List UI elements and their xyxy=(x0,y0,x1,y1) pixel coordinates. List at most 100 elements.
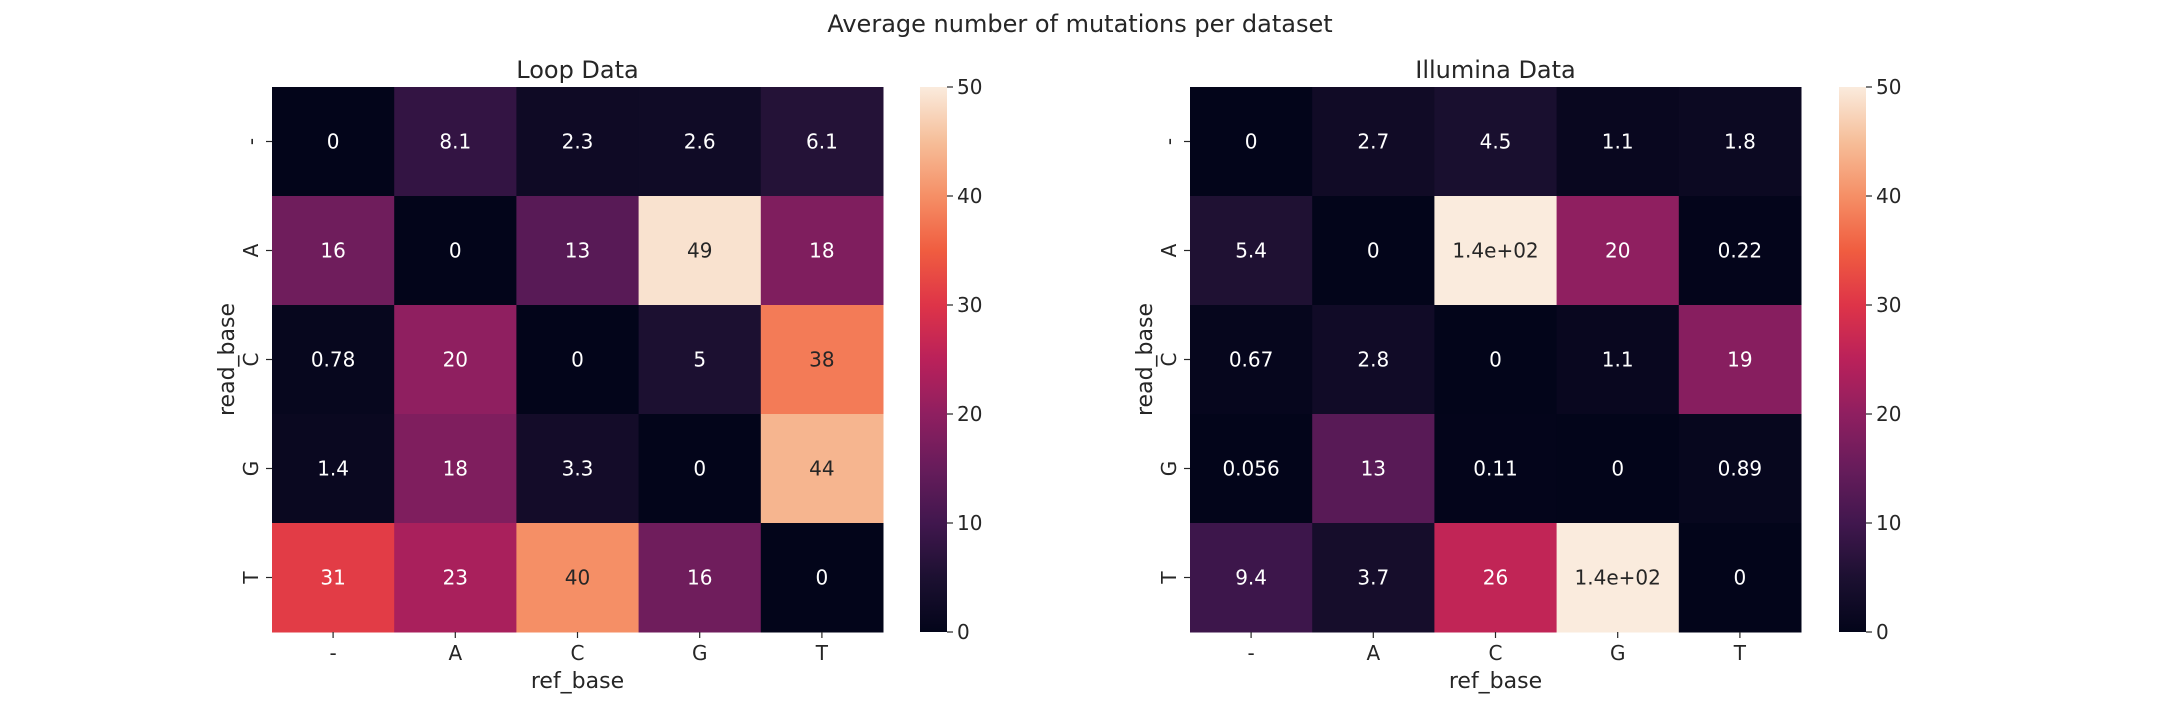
colorbar-tick-label: 30 xyxy=(1876,293,1901,317)
cell-annotation: 0.11 xyxy=(1473,457,1518,481)
heatmap-cell xyxy=(1678,305,1802,415)
heatmap-cell xyxy=(1190,414,1313,524)
cell-annotation: 0 xyxy=(816,566,829,590)
heatmap-cell xyxy=(1434,87,1558,197)
cell-annotation: 38 xyxy=(809,348,834,372)
x-tick-label: G xyxy=(692,641,708,665)
cell-annotation: 0 xyxy=(449,239,462,263)
cell-annotation: 1.4e+02 xyxy=(1575,566,1661,590)
cell-annotation: 6.1 xyxy=(806,130,838,154)
cell-annotation: 0.78 xyxy=(311,348,356,372)
y-axis-label: read_base xyxy=(215,303,240,416)
x-tick-label: T xyxy=(815,641,829,665)
heatmap-cell xyxy=(272,414,395,524)
heatmap-panel-loop: 0 8.1 2.3 2.6 6.1 16 0 13 49 18 0.78 20 0 5 38 1.4 18 3.3… xyxy=(215,56,982,694)
heatmap-cell xyxy=(638,305,762,415)
heatmap-cell xyxy=(1556,305,1680,415)
heatmap-cell xyxy=(760,87,884,197)
heatmap-cell xyxy=(1190,196,1313,306)
cell-annotation: 16 xyxy=(687,566,712,590)
cell-annotation: 3.7 xyxy=(1357,566,1389,590)
heatmap-cell xyxy=(272,305,395,415)
cell-annotation: 5 xyxy=(693,348,706,372)
colorbar-tick-label: 30 xyxy=(957,293,982,317)
colorbar xyxy=(920,87,947,632)
y-axis-label: read_base xyxy=(1133,303,1158,416)
x-tick-label: G xyxy=(1610,641,1626,665)
cell-annotation: 0.056 xyxy=(1222,457,1279,481)
y-tick-label: - xyxy=(239,138,263,145)
heatmap-cell xyxy=(1190,305,1313,415)
cell-annotation: 9.4 xyxy=(1235,566,1267,590)
heatmap-cell xyxy=(516,523,640,633)
colorbar-tick-label: 40 xyxy=(1876,184,1901,208)
cell-annotation: 26 xyxy=(1483,566,1508,590)
colorbar-tick-label: 0 xyxy=(957,620,970,644)
cell-annotation: 0 xyxy=(1367,239,1380,263)
heatmap-cell xyxy=(1434,196,1558,306)
x-tick-label: C xyxy=(1489,641,1503,665)
heatmap-cell xyxy=(638,87,762,197)
cell-annotation: 0 xyxy=(571,348,584,372)
cell-annotation: 0 xyxy=(1489,348,1502,372)
heatmap-cell xyxy=(1678,87,1802,197)
heatmap-cell xyxy=(1312,196,1435,306)
heatmap-cell xyxy=(1312,305,1435,415)
cell-annotation: 0 xyxy=(1734,566,1747,590)
figure-suptitle: Average number of mutations per dataset xyxy=(827,10,1332,38)
x-tick-label: - xyxy=(1247,641,1254,665)
cell-annotation: 4.5 xyxy=(1480,130,1512,154)
cell-annotation: 23 xyxy=(443,566,468,590)
cell-annotation: 16 xyxy=(320,239,345,263)
heatmap-cell xyxy=(1434,414,1558,524)
heatmap-cell xyxy=(760,523,884,633)
cell-annotation: 1.4 xyxy=(317,457,349,481)
cell-annotation: 0 xyxy=(327,130,340,154)
x-tick-label: A xyxy=(1366,641,1380,665)
cell-annotation: 1.1 xyxy=(1602,348,1634,372)
cell-annotation: 3.3 xyxy=(562,457,594,481)
heatmap-cell xyxy=(394,305,517,415)
y-tick-label: A xyxy=(1157,243,1181,257)
cell-annotation: 0.22 xyxy=(1718,239,1763,263)
colorbar-tick-label: 50 xyxy=(957,75,982,99)
subplot-title: Illumina Data xyxy=(1415,56,1576,84)
cell-annotation: 0.89 xyxy=(1718,457,1763,481)
colorbar xyxy=(1839,87,1866,632)
heatmap-panel-illumina: 0 2.7 4.5 1.1 1.8 5.4 0 1.4e+02 20 0.22 0.67 2.8 0 1.… xyxy=(1133,56,1901,694)
y-tick-label: - xyxy=(1157,138,1181,145)
x-axis-label: ref_base xyxy=(1449,669,1542,694)
y-tick-label: C xyxy=(1157,353,1181,367)
heatmap-cell xyxy=(760,196,884,306)
cell-annotation: 18 xyxy=(443,457,468,481)
cell-annotation: 20 xyxy=(1605,239,1630,263)
colorbar-tick-label: 50 xyxy=(1876,75,1901,99)
y-tick-label: A xyxy=(239,243,263,257)
cell-annotation: 8.1 xyxy=(439,130,471,154)
colorbar-tick-label: 20 xyxy=(1876,402,1901,426)
cell-annotation: 13 xyxy=(1361,457,1386,481)
cell-annotation: 19 xyxy=(1727,348,1752,372)
heatmap-cell xyxy=(394,196,517,306)
heatmap-cell xyxy=(394,523,517,633)
y-tick-label: G xyxy=(239,461,263,477)
y-tick-label: C xyxy=(239,353,263,367)
heatmap-cell xyxy=(1312,523,1435,633)
cell-annotation: 0.67 xyxy=(1229,348,1274,372)
cell-annotation: 44 xyxy=(809,457,834,481)
x-tick-label: C xyxy=(571,641,585,665)
heatmap-cell xyxy=(638,414,762,524)
heatmap-cell xyxy=(516,87,640,197)
cell-annotation: 2.8 xyxy=(1357,348,1389,372)
heatmap-cell xyxy=(1556,414,1680,524)
heatmap-cell xyxy=(1190,87,1313,197)
heatmap-cell xyxy=(1190,523,1313,633)
cell-annotation: 31 xyxy=(320,566,345,590)
heatmap-cell xyxy=(272,523,395,633)
x-axis-label: ref_base xyxy=(531,669,624,694)
heatmap-cell xyxy=(1556,87,1680,197)
x-tick-label: - xyxy=(329,641,336,665)
cell-annotation: 0 xyxy=(1245,130,1258,154)
colorbar-tick-label: 20 xyxy=(957,402,982,426)
